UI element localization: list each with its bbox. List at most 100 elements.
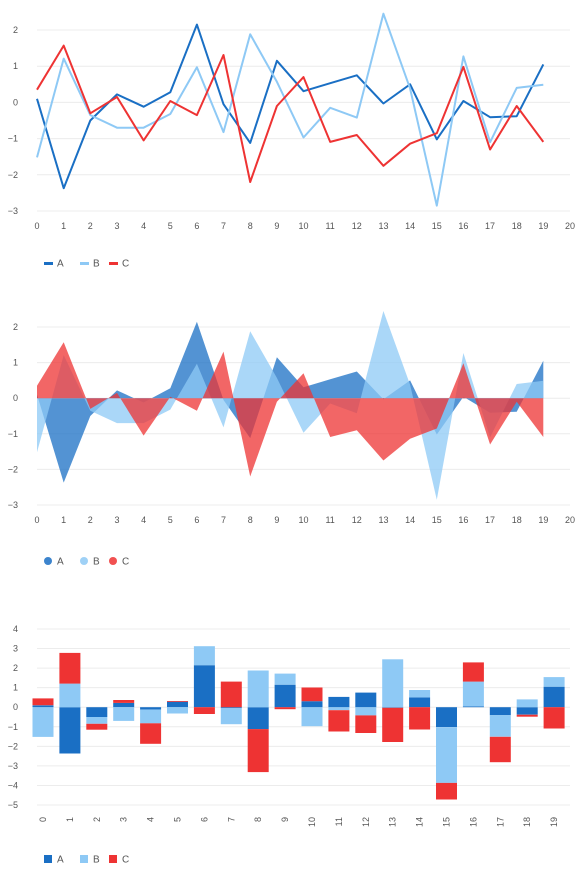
bar-C-19 (543, 707, 565, 729)
x-tick-label: 3 (114, 221, 119, 231)
bar-C-5 (167, 701, 188, 702)
y-tick-label: 2 (13, 322, 18, 332)
x-tick-label: 2 (92, 817, 102, 822)
bar-B-3 (113, 707, 135, 721)
bar-C-10 (301, 687, 323, 702)
x-tick-label: 1 (61, 221, 66, 231)
bar-C-13 (382, 707, 404, 742)
bar-A-19 (543, 686, 565, 708)
x-tick-label: 20 (565, 515, 575, 525)
y-tick-label: 1 (13, 358, 18, 368)
x-tick-label: 13 (378, 221, 388, 231)
x-tick-label: 12 (361, 817, 371, 827)
x-tick-label: 8 (248, 515, 253, 525)
bar-A-4 (140, 707, 162, 710)
y-tick-label: 0 (13, 702, 18, 712)
bar-C-9 (274, 707, 296, 710)
bar-B-10 (301, 707, 323, 727)
x-tick-label: 16 (458, 221, 468, 231)
legend-swatch-C (109, 557, 117, 565)
bar-B-14 (409, 690, 431, 698)
bar-C-3 (113, 700, 135, 703)
x-tick-label: 15 (442, 817, 452, 827)
bar-C-7 (220, 681, 242, 708)
y-tick-label: 0 (13, 393, 18, 403)
x-tick-label: 17 (485, 515, 495, 525)
series-area-C (37, 342, 544, 477)
bar-B-6 (193, 646, 215, 666)
x-tick-label: 8 (253, 817, 263, 822)
x-tick-label: 6 (194, 221, 199, 231)
bar-B-12 (355, 707, 377, 716)
legend-label-C: C (122, 557, 129, 568)
series-area-B (37, 311, 544, 500)
bar-B-13 (382, 659, 404, 708)
legend-swatch-A (44, 855, 52, 863)
bar-B-4 (140, 709, 162, 724)
legend-swatch-B (80, 557, 88, 565)
bar-A-15 (436, 707, 457, 728)
bar-B-8 (247, 670, 269, 708)
x-tick-label: 17 (495, 817, 505, 827)
y-tick-label: −1 (8, 429, 18, 439)
x-tick-label: 0 (34, 515, 39, 525)
bar-B-5 (167, 707, 188, 714)
x-tick-label: 4 (146, 817, 156, 822)
x-tick-label: 19 (549, 817, 559, 827)
x-tick-label: 5 (173, 817, 183, 822)
bar-B-2 (86, 717, 108, 724)
bar-B-18 (516, 699, 538, 708)
x-tick-label: 4 (141, 515, 146, 525)
bar-A-13 (382, 707, 404, 708)
x-tick-label: 7 (221, 221, 226, 231)
legend-swatch-B (80, 262, 89, 265)
x-tick-label: 3 (119, 817, 129, 822)
x-axis-1: 0 1 2 3 4 5 6 7 8 9 10 11 12 13 14 15 16 17 18 19 20 (34, 515, 575, 525)
bar-C-16 (462, 662, 484, 682)
bar-C-6 (193, 707, 215, 714)
bar-A-2 (86, 707, 108, 717)
bar-B-19 (543, 677, 565, 687)
bar-A-5 (167, 701, 188, 708)
bar-C-8 (247, 729, 269, 773)
y-tick-label: 0 (13, 97, 18, 107)
legend-swatch-C (109, 262, 118, 265)
y-tick-label: 2 (13, 663, 18, 673)
x-tick-label: 1 (61, 515, 66, 525)
bar-C-15 (436, 782, 457, 800)
bar-A-18 (516, 707, 538, 715)
bar-B-7 (220, 708, 242, 725)
bar-A-16 (462, 706, 484, 708)
y-tick-label: −3 (8, 761, 18, 771)
x-tick-label: 15 (432, 515, 442, 525)
x-tick-label: 9 (280, 817, 290, 822)
x-tick-label: 14 (415, 817, 425, 827)
y-tick-label: −2 (8, 741, 18, 751)
series-line-A (36, 23, 545, 190)
legend-label-B: B (93, 855, 100, 866)
series-line-C (36, 44, 545, 183)
legend-swatch-B (80, 855, 88, 863)
y-tick-label: −1 (8, 722, 18, 732)
series-line-B (36, 12, 544, 207)
y-axis-0: 2 1 0 −1 −2 −3 (8, 25, 570, 216)
bar-B-9 (274, 673, 296, 685)
x-tick-label: 6 (199, 817, 209, 822)
bar-C-11 (328, 710, 350, 732)
legend-label-A: A (57, 557, 64, 568)
bar-A-7 (220, 707, 242, 709)
bar-A-10 (301, 701, 323, 708)
x-tick-label: 16 (468, 817, 478, 827)
x-tick-label: 10 (307, 817, 317, 827)
bar-B-17 (489, 715, 511, 737)
x-tick-label: 3 (114, 515, 119, 525)
bar-A-8 (247, 707, 269, 730)
legend-swatch-A (44, 557, 52, 565)
bar-A-9 (274, 684, 296, 708)
bar-A-0 (32, 705, 54, 708)
bar-C-18 (516, 714, 538, 717)
y-tick-label: 4 (13, 624, 18, 634)
x-tick-label: 11 (325, 515, 334, 525)
legend-1: A B C (44, 557, 129, 568)
